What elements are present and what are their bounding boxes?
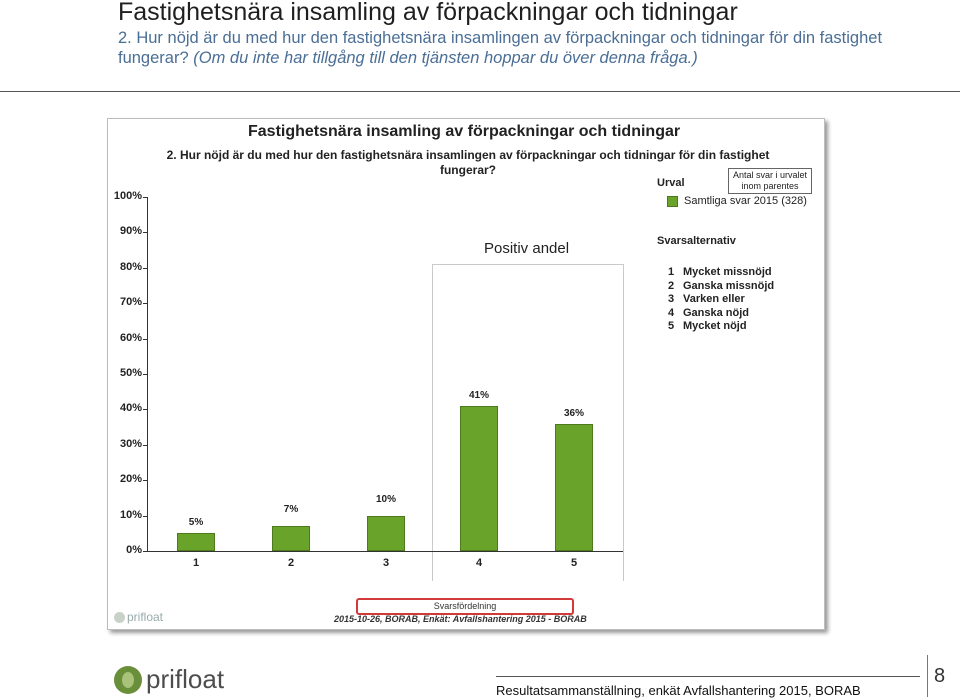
chart-panel: Fastighetsnära insamling av förpackninga… xyxy=(107,118,825,630)
option-row: 2 Ganska missnöjd xyxy=(668,280,774,294)
y-tick xyxy=(143,197,148,198)
x-category-label: 1 xyxy=(192,557,200,569)
footer-separator xyxy=(927,655,928,697)
svarsalternativ-list: 1 Mycket missnöjd 2 Ganska missnöjd 3 Varke… xyxy=(668,266,774,334)
option-number: 3 xyxy=(668,293,675,306)
y-tick-label: 80% xyxy=(119,260,142,273)
y-tick-label: 0% xyxy=(126,544,142,556)
bar-value-label: 41% xyxy=(468,389,489,401)
panel-logo: prifloat xyxy=(114,610,163,624)
positive-share-box xyxy=(432,264,624,581)
option-number: 2 xyxy=(668,279,675,292)
brand-logo-icon xyxy=(114,666,142,694)
panel-logo-text: prifloat xyxy=(127,610,164,624)
option-label: Mycket nöjd xyxy=(683,320,747,333)
y-tick-label: 10% xyxy=(119,508,142,521)
positive-share-label: Positiv andel xyxy=(484,240,570,257)
x-category-label: 4 xyxy=(475,557,483,569)
option-row: 5 Mycket nöjd xyxy=(668,320,774,334)
y-tick-label: 30% xyxy=(119,437,142,450)
option-number: 4 xyxy=(668,306,675,319)
footer-text: Resultatsammanställning, enkät Avfallsha… xyxy=(496,683,861,698)
y-tick xyxy=(143,338,148,340)
legend-swatch xyxy=(667,196,678,207)
option-row: 3 Varken eller xyxy=(668,293,774,307)
svarsfordelning-label[interactable]: Svarsfördelning xyxy=(356,598,574,615)
option-row: 1 Mycket missnöjd xyxy=(668,266,774,280)
x-category-label: 3 xyxy=(382,557,390,569)
y-tick xyxy=(143,480,148,482)
y-tick xyxy=(143,444,148,446)
urval-heading: Urval xyxy=(657,177,685,189)
y-tick-label: 100% xyxy=(113,190,142,202)
bar-value-label: 36% xyxy=(563,407,584,419)
y-tick-label: 50% xyxy=(119,367,142,379)
y-tick xyxy=(143,374,148,375)
y-tick xyxy=(143,232,148,234)
option-label: Mycket missnöjd xyxy=(683,266,772,278)
bar-value-label: 5% xyxy=(188,517,204,529)
chart-title: Fastighetsnära insamling av förpackninga… xyxy=(248,123,681,140)
option-label: Varken eller xyxy=(683,293,745,306)
y-tick-label: 40% xyxy=(119,402,142,415)
header-divider xyxy=(0,91,960,92)
y-tick xyxy=(143,551,148,552)
y-tick-label: 60% xyxy=(119,331,142,344)
svarsalternativ-heading: Svarsalternativ xyxy=(657,235,736,247)
slide-subtitle: 2. Hur nöjd är du med hur den fastighets… xyxy=(118,28,938,68)
y-tick xyxy=(143,267,148,269)
logo-icon xyxy=(114,612,125,623)
y-tick xyxy=(143,303,148,305)
x-axis xyxy=(147,551,623,552)
option-number: 1 xyxy=(668,266,675,278)
bar xyxy=(367,515,405,551)
y-tick-label: 20% xyxy=(119,473,142,486)
option-row: 4 Ganska nöjd xyxy=(668,307,774,321)
y-tick-label: 70% xyxy=(119,296,142,309)
y-tick xyxy=(143,515,148,517)
option-number: 5 xyxy=(668,320,675,333)
y-tick xyxy=(143,409,148,411)
page-number: 8 xyxy=(934,665,946,687)
y-tick-label: 90% xyxy=(119,225,142,238)
question-note: (Om du inte har tillgång till den tjänst… xyxy=(193,49,698,67)
bar xyxy=(177,533,215,551)
x-category-label: 5 xyxy=(570,557,578,569)
slide-title: Fastighetsnära insamling av förpackninga… xyxy=(118,0,738,26)
chart-question: 2. Hur nöjd är du med hur den fastighets… xyxy=(166,148,770,177)
bar-value-label: 10% xyxy=(375,493,396,505)
question-text: 2. Hur nöjd är du med hur den fastighets… xyxy=(118,29,883,67)
chart-footnote: 2015-10-26, BORAB, Enkät: Avfallshanteri… xyxy=(334,614,587,624)
legend-item: Samtliga svar 2015 (328) xyxy=(684,195,807,207)
bar xyxy=(272,526,310,551)
bar xyxy=(555,423,593,551)
option-label: Ganska missnöjd xyxy=(683,279,775,292)
brand-logo-text: prifloat xyxy=(146,664,225,694)
x-category-label: 2 xyxy=(287,557,295,569)
option-label: Ganska nöjd xyxy=(683,306,750,319)
bar-value-label: 7% xyxy=(283,504,299,516)
bar xyxy=(460,405,498,551)
antal-note: Antal svar i urvalet inom parentes xyxy=(728,168,812,194)
footer-divider xyxy=(496,676,920,677)
